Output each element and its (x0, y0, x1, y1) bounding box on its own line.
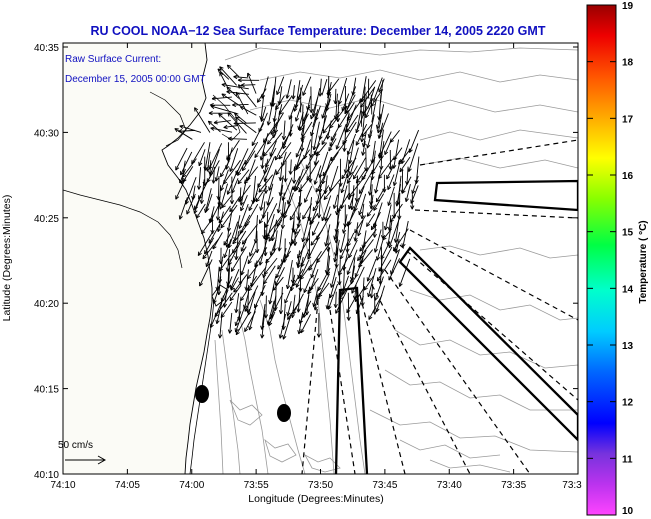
colorbar-tick-label: 17 (622, 114, 634, 125)
surface-current-arrows (174, 64, 420, 340)
land-inner-contour (149, 91, 187, 147)
scale-label: 50 cm/s (58, 440, 93, 451)
x-tick-label: 73:55 (244, 480, 269, 491)
transect-box-southeast (398, 246, 578, 442)
x-tick-label: 73:50 (308, 480, 333, 491)
x-tick-label: 73:40 (437, 480, 462, 491)
bathymetry-contours (214, 47, 578, 474)
colorbar-tick-label: 10 (622, 506, 634, 517)
y-axis-ticks: 40:35 40:30 40:25 40:20 40:15 40:10 (34, 43, 578, 481)
transect-boxes (334, 179, 578, 474)
temperature-colorbar (586, 4, 617, 516)
x-tick-label: 73:3 (562, 480, 582, 491)
x-tick-label: 74:00 (179, 480, 204, 491)
colorbar-tick-label: 14 (622, 284, 634, 295)
y-tick-label: 40:10 (34, 470, 59, 481)
land-river-contour (63, 189, 183, 269)
colorbar-tick-label: 12 (622, 398, 634, 409)
figure-title: RU COOL NOAA−12 Sea Surface Temperature:… (91, 24, 546, 38)
land-new-jersey (63, 43, 213, 474)
current-annotation-line1: Raw Surface Current: (65, 54, 161, 65)
colorbar-tick-label: 11 (622, 454, 633, 465)
colorbar-tick-label: 13 (622, 341, 634, 352)
x-axis-ticks: 74:10 74:05 74:00 73:55 73:50 73:45 73:40 73:35… (50, 43, 582, 491)
y-tick-label: 40:35 (34, 43, 59, 54)
transect-box-south (334, 286, 369, 474)
x-tick-label: 74:10 (50, 480, 75, 491)
colorbar-tick-label: 15 (622, 228, 634, 239)
station-dot-1 (195, 385, 209, 403)
scale-arrow (65, 455, 107, 465)
y-tick-label: 40:20 (34, 299, 59, 310)
map-area (63, 43, 578, 474)
x-tick-label: 73:45 (372, 480, 397, 491)
x-axis-label: Longitude (Degrees:Minutes) (248, 493, 383, 505)
x-tick-label: 74:05 (115, 480, 140, 491)
y-axis-label: Latitude (Degrees:Minutes) (1, 195, 13, 322)
x-tick-label: 73:35 (501, 480, 526, 491)
y-tick-label: 40:25 (34, 214, 59, 225)
colorbar-tick-label: 18 (622, 58, 634, 69)
colorbar-label: Temperature ( °C) (638, 220, 649, 303)
colorbar-ticks: 19 18 17 16 15 14 13 12 11 10 (587, 1, 634, 517)
station-dot-2 (277, 404, 291, 422)
current-annotation-line2: December 15, 2005 00:00 GMT (65, 74, 206, 85)
colorbar-tick-label: 19 (622, 1, 634, 12)
y-tick-label: 40:30 (34, 128, 59, 139)
radar-beam-lines (301, 139, 578, 474)
colorbar-tick-label: 16 (622, 171, 634, 182)
transect-box-east (433, 179, 578, 212)
y-tick-label: 40:15 (34, 385, 59, 396)
